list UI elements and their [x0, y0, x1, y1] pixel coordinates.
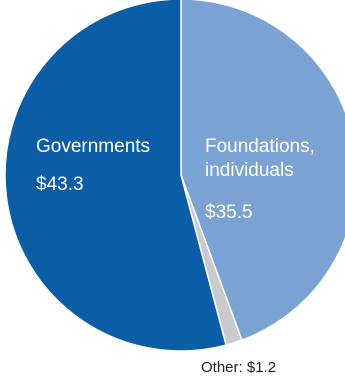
- label-foundations-line2: individuals: [205, 160, 294, 181]
- value-other: Other: $1.2: [201, 359, 276, 376]
- label-foundations-line1: Foundations,: [205, 136, 315, 157]
- pie-slice-governments: [4, 0, 228, 352]
- pie-slices: [4, 0, 345, 352]
- value-foundations: $35.5: [205, 202, 253, 223]
- label-governments: Governments: [36, 136, 150, 157]
- pie-slice-foundations-individuals: [180, 0, 345, 342]
- value-governments: $43.3: [36, 174, 84, 195]
